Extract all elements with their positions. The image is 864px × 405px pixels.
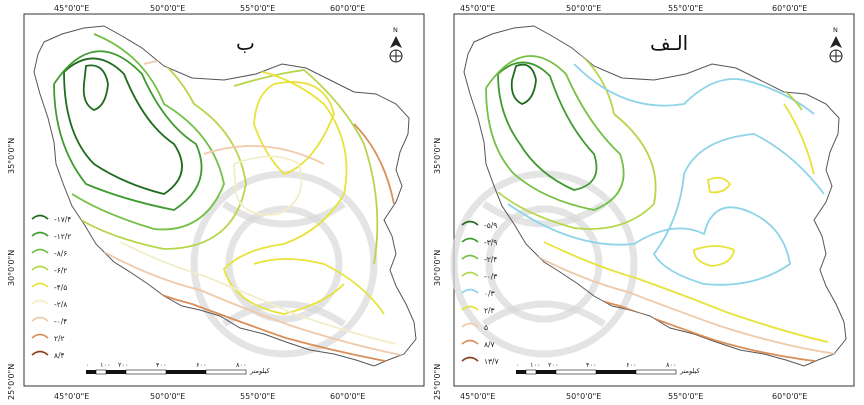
legend-item: -۱۲/۲ (31, 231, 71, 241)
panel-right-map: الـف N -۵/۹ -۳/۹ -۲/۴ -۰/۳ ۰/۳ ۲/۳ ۵ ۸/۷… (450, 13, 855, 387)
lat-tick: 25°0'0"N (433, 364, 442, 400)
legend-item: -۰/۴ (31, 316, 67, 326)
svg-text:-۲/۴: -۲/۴ (484, 255, 497, 264)
lon-tick: 55°0'0"E (668, 392, 703, 401)
svg-text:-۲/۸: -۲/۸ (54, 300, 67, 309)
legend-item: -۲/۴ (461, 254, 497, 264)
lon-tick: 45°0'0"E (54, 392, 89, 401)
scale-bar: ۰ ۱۰۰ ۲۰۰ ۴۰۰ ۶۰۰ ۸۰۰ کیلومتر (86, 361, 271, 375)
svg-text:-۱۷/۴: -۱۷/۴ (54, 215, 71, 224)
svg-text:-۳/۹: -۳/۹ (484, 238, 497, 247)
legend-item: ۲/۲ (31, 333, 65, 343)
lon-tick: 60°0'0"E (330, 4, 365, 13)
svg-text:۰: ۰ (516, 361, 520, 369)
lat-tick: 30°0'0"N (7, 250, 16, 286)
lat-tick: 30°0'0"N (433, 250, 442, 286)
legend-item: -۴/۵ (31, 282, 67, 292)
legend-item: ۱۳/۷ (461, 356, 499, 366)
svg-text:۸/۴: ۸/۴ (54, 351, 65, 360)
svg-text:-۸/۶: -۸/۶ (54, 249, 67, 258)
svg-text:-۶/۲: -۶/۲ (54, 266, 67, 275)
lon-tick: 60°0'0"E (330, 392, 365, 401)
lat-tick: 25°0'0"N (7, 364, 16, 400)
svg-text:۶۰۰: ۶۰۰ (626, 361, 636, 369)
legend-item: -۶/۲ (31, 265, 67, 275)
svg-text:کیلومتر: کیلومتر (249, 367, 271, 375)
legend: -۵/۹ -۳/۹ -۲/۴ -۰/۳ ۰/۳ ۲/۳ ۵ ۸/۷ ۱۳/۷ (461, 220, 499, 366)
svg-text:۱۳/۷: ۱۳/۷ (484, 357, 499, 366)
legend-item: -۸/۶ (31, 248, 67, 258)
svg-text:۸/۷: ۸/۷ (484, 340, 495, 349)
lon-tick: 50°0'0"E (566, 392, 601, 401)
svg-text:۰/۳: ۰/۳ (484, 289, 495, 298)
lat-tick: 35°0'0"N (433, 138, 442, 174)
right-axis-labels: 45°0'0"E 50°0'0"E 55°0'0"E 60°0'0"E 45°0… (433, 4, 807, 401)
lon-tick: 45°0'0"E (54, 4, 89, 13)
legend-item: -۱۷/۴ (31, 214, 71, 224)
watermark-logo (450, 170, 638, 358)
svg-text:۸۰۰: ۸۰۰ (666, 361, 676, 369)
svg-text:-۰/۴: -۰/۴ (54, 317, 67, 326)
lon-tick: 60°0'0"E (772, 392, 807, 401)
svg-text:۲/۲: ۲/۲ (54, 334, 65, 343)
legend-item: ۲/۳ (461, 305, 495, 315)
legend-item: ۰/۳ (461, 288, 495, 298)
lat-tick: 35°0'0"N (7, 138, 16, 174)
svg-text:۸۰۰: ۸۰۰ (236, 361, 246, 369)
svg-text:۲۰۰: ۲۰۰ (118, 361, 128, 369)
legend-item: -۲/۸ (31, 299, 67, 309)
lon-tick: 45°0'0"E (460, 392, 495, 401)
panel-title: ب (236, 31, 255, 55)
lon-tick: 55°0'0"E (240, 392, 275, 401)
lon-tick: 50°0'0"E (150, 4, 185, 13)
svg-text:۴۰۰: ۴۰۰ (586, 361, 596, 369)
svg-text:۱۰۰: ۱۰۰ (100, 361, 110, 369)
legend-item: ۸/۴ (31, 350, 65, 360)
svg-text:N: N (393, 26, 398, 34)
lon-tick: 55°0'0"E (668, 4, 703, 13)
svg-text:-۴/۵: -۴/۵ (54, 283, 67, 292)
north-arrow-icon: N (829, 26, 843, 63)
svg-text:۲۰۰: ۲۰۰ (548, 361, 558, 369)
panel-title: الـف (650, 31, 688, 55)
svg-text:۶۰۰: ۶۰۰ (196, 361, 206, 369)
isolines (53, 31, 416, 366)
lon-tick: 50°0'0"E (566, 4, 601, 13)
panel-left-map: ب N -۱۷/۴ -۱۲/۲ -۸/۶ -۶/۲ -۴/۵ -۲/۸ -۰/۴… (23, 13, 425, 387)
legend-item: ۸/۷ (461, 339, 495, 349)
lon-tick: 50°0'0"E (150, 392, 185, 401)
north-arrow-icon: N (389, 26, 403, 63)
lon-tick: 45°0'0"E (460, 4, 495, 13)
left-axis-labels: 45°0'0"E 50°0'0"E 55°0'0"E 60°0'0"E 45°0… (7, 4, 365, 401)
lon-tick: 55°0'0"E (240, 4, 275, 13)
legend-item: ۵ (461, 322, 488, 332)
legend-item: -۵/۹ (461, 220, 497, 230)
svg-text:۴۰۰: ۴۰۰ (156, 361, 166, 369)
legend: -۱۷/۴ -۱۲/۲ -۸/۶ -۶/۲ -۴/۵ -۲/۸ -۰/۴ ۲/۲… (31, 214, 71, 360)
svg-text:-۵/۹: -۵/۹ (484, 221, 497, 230)
svg-text:-۱۲/۲: -۱۲/۲ (54, 232, 71, 241)
svg-text:۲/۳: ۲/۳ (484, 306, 495, 315)
svg-text:-۰/۳: -۰/۳ (484, 272, 497, 281)
svg-text:۵: ۵ (484, 323, 488, 332)
legend-item: -۰/۳ (461, 271, 497, 281)
legend-item: -۳/۹ (461, 237, 497, 247)
lon-tick: 60°0'0"E (772, 4, 807, 13)
svg-text:۱۰۰: ۱۰۰ (530, 361, 540, 369)
svg-text:۰: ۰ (86, 361, 90, 369)
svg-text:N: N (833, 26, 838, 34)
svg-text:کیلومتر: کیلومتر (679, 367, 701, 375)
scale-bar: ۰ ۱۰۰ ۲۰۰ ۴۰۰ ۶۰۰ ۸۰۰ کیلومتر (516, 361, 701, 375)
